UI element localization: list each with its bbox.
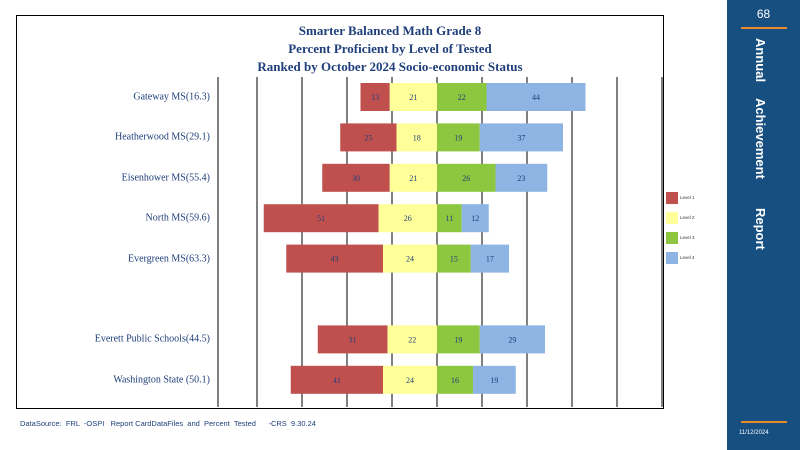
legend-label: Level 1	[680, 195, 695, 200]
bar-segment-level-3	[437, 123, 480, 152]
legend-swatch	[666, 252, 678, 264]
data-label: 26	[404, 214, 412, 223]
chart-title-line-2: Percent Proficient by Level of Tested	[288, 41, 492, 56]
bar-segment-level-1	[286, 244, 383, 273]
data-label: 17	[486, 255, 494, 264]
side-panel: 68 Annual Achievement Report 11/12/2024	[727, 0, 800, 450]
bar-segment-level-1	[290, 365, 383, 394]
data-label: 18	[413, 133, 421, 142]
bar-segment-level-3	[437, 244, 471, 273]
bar-segment-level-4	[470, 244, 509, 273]
data-label: 44	[532, 93, 540, 102]
bar-segment-level-4	[479, 325, 545, 354]
bar-segment-level-2	[378, 204, 437, 233]
data-label: 31	[349, 335, 357, 344]
bar-segment-level-4	[461, 204, 489, 233]
legend-swatch	[666, 192, 678, 204]
bar-segment-level-1	[317, 325, 388, 354]
category-label: Evergreen MS(63.3)	[127, 253, 210, 265]
bar-segment-level-4	[486, 83, 586, 111]
category-label: Gateway MS(16.3)	[133, 91, 210, 103]
chart-title-line-3: Ranked by October 2024 Socio-economic St…	[257, 59, 523, 74]
side-date: 11/12/2024	[739, 430, 769, 436]
bar-segment-level-2	[389, 163, 437, 192]
data-label: 19	[454, 335, 462, 344]
bar-segment-level-3	[437, 83, 487, 111]
bar-segment-level-3	[437, 163, 496, 192]
data-label: 19	[454, 133, 462, 142]
data-label: 21	[409, 93, 417, 102]
chart-title-line-1: Smarter Balanced Math Grade 8	[298, 23, 482, 38]
data-label: 29	[508, 335, 516, 344]
legend-label: Level 4	[680, 255, 695, 260]
legend-swatch	[666, 212, 678, 224]
category-label: Eisenhower MS(55.4)	[121, 172, 210, 184]
data-source-footer: DataSource: FRL -OSPI Report CardDataFil…	[20, 419, 316, 428]
bar-segment-level-4	[473, 365, 516, 394]
data-label: 24	[406, 376, 414, 385]
data-label: 26	[462, 174, 470, 183]
bar-segment-level-3	[437, 365, 473, 394]
bar-segment-level-1	[263, 204, 379, 233]
bar-segment-level-3	[437, 325, 480, 354]
data-label: 22	[458, 93, 466, 102]
bar-segment-level-3	[437, 204, 462, 233]
bar-segment-level-2	[383, 244, 437, 273]
bar-segment-level-1	[340, 123, 397, 152]
data-label: 43	[331, 255, 339, 264]
bar-segment-level-2	[387, 325, 437, 354]
bar-segment-level-2	[396, 123, 437, 152]
data-label: 15	[450, 255, 458, 264]
data-label: 11	[446, 214, 454, 223]
legend-label: Level 2	[680, 215, 695, 220]
data-label: 13	[371, 93, 379, 102]
data-label: 51	[317, 214, 325, 223]
bottom-accent-line	[741, 421, 787, 423]
side-word-report: Report	[753, 208, 768, 250]
legend-swatch	[666, 232, 678, 244]
bar-segment-level-4	[479, 123, 563, 152]
page-number: 68	[756, 7, 771, 21]
bar-segment-level-4	[495, 163, 548, 192]
top-accent-line	[741, 27, 787, 29]
data-label: 37	[517, 133, 525, 142]
data-label: 23	[517, 174, 525, 183]
side-word-annual: Annual	[753, 38, 768, 83]
data-label: 30	[352, 174, 360, 183]
side-word-achievement: Achievement	[753, 98, 768, 179]
data-label: 19	[490, 376, 498, 385]
category-label: Washington State (50.1)	[113, 374, 210, 386]
data-label: 22	[408, 335, 416, 344]
bar-segment-level-2	[383, 365, 437, 394]
category-label: Everett Public Schools(44.5)	[94, 333, 210, 345]
bar-segment-level-2	[389, 83, 437, 111]
category-label: North MS(59.6)	[145, 212, 210, 224]
bar-segment-level-1	[360, 83, 390, 111]
data-label: 12	[471, 214, 479, 223]
data-label: 41	[333, 376, 341, 385]
data-label: 16	[451, 376, 459, 385]
data-label: 24	[406, 255, 414, 264]
data-label: 25	[364, 133, 372, 142]
category-label: Heatherwood MS(29.1)	[115, 131, 210, 143]
data-label: 21	[409, 174, 417, 183]
legend-label: Level 3	[680, 235, 695, 240]
bar-segment-level-1	[322, 163, 390, 192]
